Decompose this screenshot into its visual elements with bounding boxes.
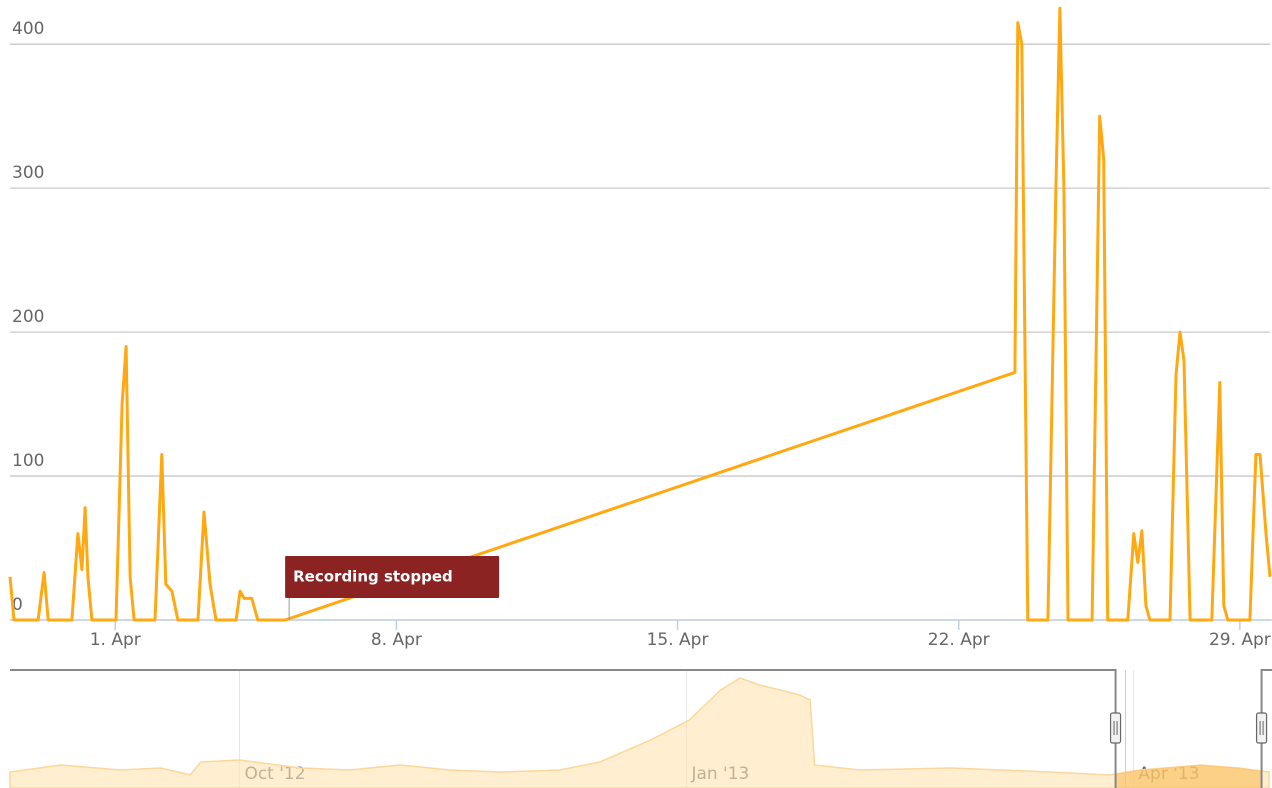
y-tick-label: 0 — [12, 595, 23, 615]
nav-handle — [1109, 712, 1122, 744]
x-tick-label: 29. Apr — [1209, 630, 1271, 650]
x-tick-label: 1. Apr — [90, 630, 141, 650]
flag-label: Recording stopped — [293, 568, 453, 586]
data-line — [8, 6, 1272, 622]
y-tick-label: 400 — [12, 19, 44, 39]
y-tick-label: 100 — [12, 451, 44, 471]
nav-handle — [1255, 712, 1268, 744]
y-tick-label: 300 — [12, 163, 44, 183]
x-tick-label: 22. Apr — [928, 630, 990, 650]
y-tick-label: 200 — [12, 307, 44, 327]
nav-area — [9, 677, 1270, 788]
nav-selected-area — [1115, 765, 1262, 788]
flag-box — [285, 556, 500, 598]
x-tick-label: 15. Apr — [647, 630, 709, 650]
x-tick-label: 8. Apr — [371, 630, 422, 650]
nav-outline — [10, 669, 1272, 788]
